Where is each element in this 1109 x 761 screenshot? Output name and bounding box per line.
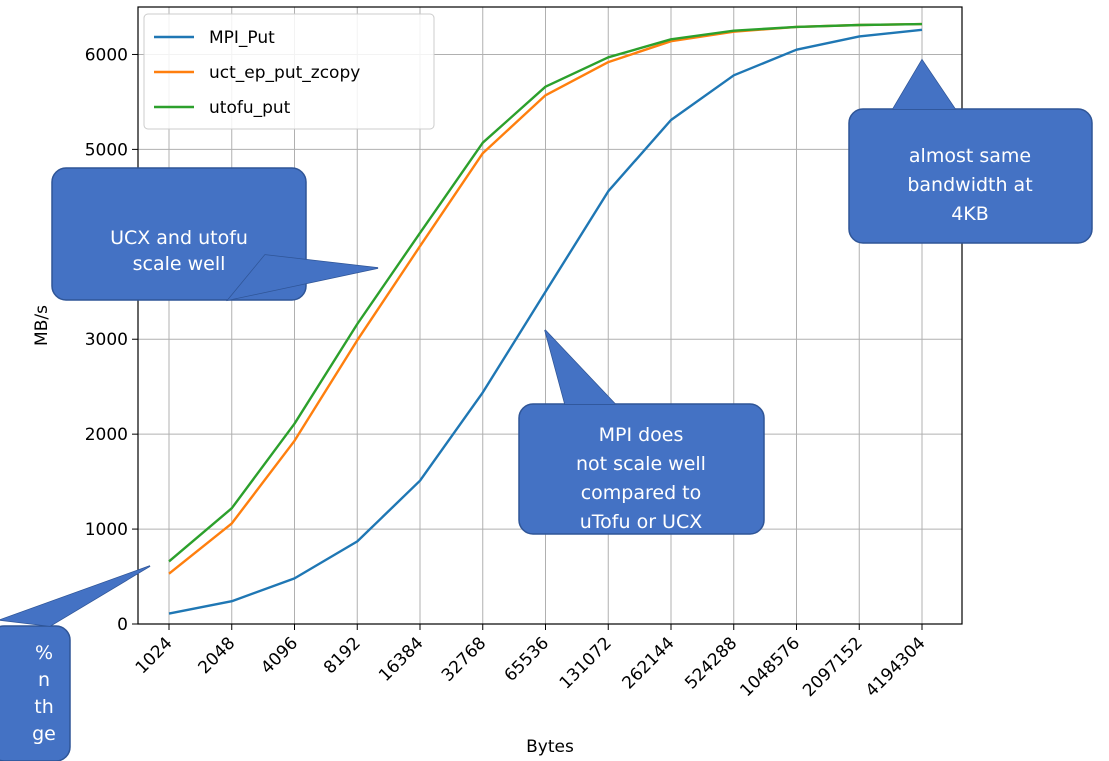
legend-label: utofu_put xyxy=(209,98,291,118)
callouts: UCX and utofu scale well almost same bandwi… xyxy=(0,58,1093,761)
axis-ticks: 1024 2048 4096 8192 16384 32768 65536 131072 262… xyxy=(85,45,930,701)
legend-box xyxy=(143,13,435,130)
series-line-utofu-put xyxy=(168,22,923,563)
y-axis-label: MB/s xyxy=(32,305,52,346)
callout-pointer-fill xyxy=(545,330,615,404)
x-tick-label: 4096 xyxy=(257,633,302,678)
series-lines xyxy=(168,22,923,615)
x-tick-label: 1048576 xyxy=(736,633,804,701)
callout-bottomleft: % n th ge xyxy=(0,565,151,761)
callout-text-line: MPI does xyxy=(599,424,684,446)
callout-text-line: bandwidth at xyxy=(907,174,1032,196)
plot-frame xyxy=(137,6,963,625)
callout-same: almost same bandwidth at 4KB xyxy=(848,58,1093,244)
x-tick-label: 131072 xyxy=(556,633,616,693)
callout-text-line: not scale well xyxy=(576,453,706,475)
callout-text-line: ge xyxy=(32,723,56,745)
callout-text-line: almost same xyxy=(909,145,1031,167)
series-line-mpi-put xyxy=(168,28,923,615)
x-tick-label: 262144 xyxy=(618,633,678,693)
callout-pointer-fill xyxy=(893,60,955,109)
y-tick-label: 2000 xyxy=(85,425,128,445)
x-axis-label: Bytes xyxy=(526,737,574,757)
y-tick-label: 0 xyxy=(117,615,128,635)
x-tick-label: 524288 xyxy=(681,633,741,693)
callout-text-line: uTofu or UCX xyxy=(580,511,702,533)
legend-label: uct_ep_put_zcopy xyxy=(209,63,360,83)
x-tick-label: 2048 xyxy=(195,633,240,678)
x-tick-label: 32768 xyxy=(438,633,490,685)
callout-box xyxy=(848,108,1093,244)
callout-text-line: scale well xyxy=(133,253,226,275)
legend: MPI_Put uct_ep_put_zcopy utofu_put xyxy=(143,13,435,130)
callout-text-line: UCX and utofu xyxy=(110,227,248,249)
legend-label: MPI_Put xyxy=(209,28,275,48)
callout-text-line: 4KB xyxy=(951,203,989,225)
y-tick-label: 6000 xyxy=(85,45,128,65)
callout-pointer-fill xyxy=(0,566,150,626)
y-tick-label: 5000 xyxy=(85,140,128,160)
callout-text-line: th xyxy=(34,696,54,718)
callout-box xyxy=(0,625,71,761)
callout-box xyxy=(518,403,765,535)
callout-mpi: MPI does not scale well compared to uTofu o… xyxy=(518,329,765,535)
callout-text-line: compared to xyxy=(581,482,702,504)
x-tick-label: 1024 xyxy=(132,633,177,678)
callout-text-line: % xyxy=(35,642,53,664)
y-tick-label: 3000 xyxy=(85,330,128,350)
callout-pointer-fill xyxy=(228,255,378,300)
y-tick-label: 1000 xyxy=(85,520,128,540)
callout-ucx: UCX and utofu scale well xyxy=(51,167,379,302)
callout-text-line: n xyxy=(38,669,50,691)
callout-box xyxy=(51,167,307,301)
x-tick-label: 2097152 xyxy=(799,633,867,701)
x-tick-label: 16384 xyxy=(375,633,427,685)
x-tick-label: 65536 xyxy=(501,633,553,685)
x-tick-label: 8192 xyxy=(320,633,365,678)
x-tick-label: 4194304 xyxy=(862,633,930,701)
